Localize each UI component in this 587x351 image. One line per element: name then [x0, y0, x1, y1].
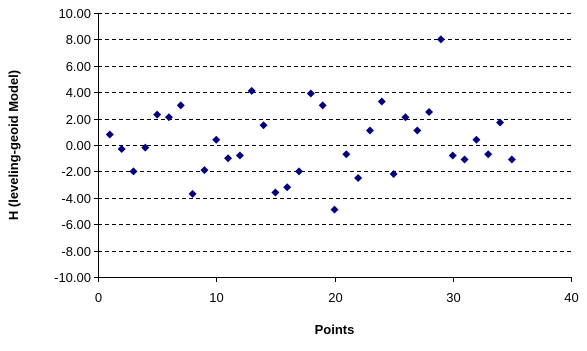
data-points — [105, 35, 516, 214]
data-point — [460, 155, 469, 164]
data-point — [496, 118, 505, 127]
x-tick-label: 20 — [328, 290, 342, 305]
data-point — [164, 113, 173, 122]
x-tick-label: 10 — [209, 290, 223, 305]
x-tick-label: 30 — [446, 290, 460, 305]
data-point — [448, 151, 457, 160]
data-point — [176, 101, 185, 110]
data-point — [306, 89, 315, 98]
grid-lines — [98, 13, 571, 252]
data-point — [365, 126, 374, 135]
data-point — [413, 126, 422, 135]
data-point — [259, 121, 268, 130]
data-point — [153, 110, 162, 119]
x-tick-label: 0 — [95, 290, 102, 305]
x-tick-labels: 0 10 20 30 40 — [95, 290, 579, 305]
x-tick-label: 40 — [564, 290, 578, 305]
y-axis-title: H (leveling-geoid Model) — [6, 70, 21, 220]
y-tick-label: 6.00 — [66, 59, 91, 74]
data-point — [389, 170, 398, 179]
y-tick-label: -6.00 — [61, 217, 91, 232]
data-point — [354, 174, 363, 182]
y-tick-label: 0.00 — [66, 138, 91, 153]
data-point — [401, 113, 410, 122]
axes — [94, 13, 572, 282]
y-tick-label: -4.00 — [61, 191, 91, 206]
data-point — [117, 144, 126, 153]
data-point — [472, 135, 481, 144]
data-point — [318, 101, 327, 110]
x-axis-title: Points — [315, 322, 355, 337]
data-point — [283, 183, 292, 192]
data-point — [425, 108, 434, 116]
y-tick-labels: -10.00 -8.00 -6.00 -4.00 -2.00 0.00 2.00 4.00 6.… — [54, 6, 91, 285]
data-point — [484, 150, 493, 159]
data-point — [377, 97, 386, 106]
y-tick-label: -8.00 — [61, 244, 91, 259]
y-tick-label: 8.00 — [66, 32, 91, 47]
data-point — [105, 130, 114, 139]
data-point — [342, 150, 351, 159]
data-point — [224, 154, 233, 163]
data-point — [295, 167, 304, 176]
y-tick-label: 2.00 — [66, 112, 91, 127]
data-point — [129, 167, 138, 176]
data-point — [436, 35, 445, 44]
data-point — [330, 205, 339, 214]
data-point — [188, 189, 197, 198]
y-tick-label: -2.00 — [61, 164, 91, 179]
data-point — [200, 166, 209, 175]
data-point — [235, 151, 244, 160]
y-tick-label: 10.00 — [58, 6, 91, 21]
data-point — [507, 155, 516, 164]
data-point — [247, 86, 256, 95]
y-tick-label: 4.00 — [66, 85, 91, 100]
data-point — [141, 143, 150, 152]
data-point — [212, 135, 221, 144]
data-point — [271, 188, 280, 197]
y-tick-label: -10.00 — [54, 270, 91, 285]
